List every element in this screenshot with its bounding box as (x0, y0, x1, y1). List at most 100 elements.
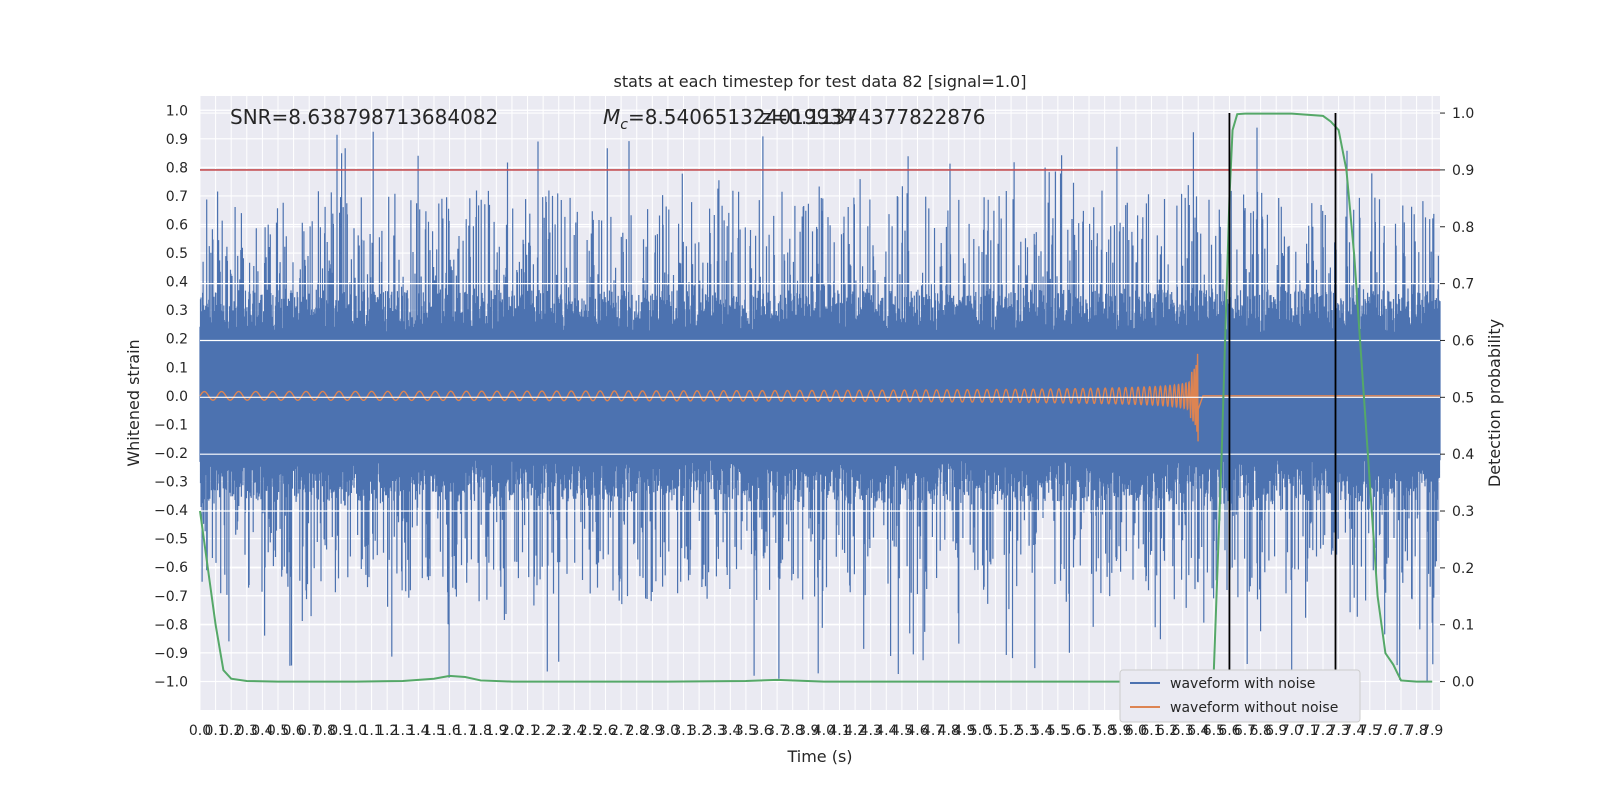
y-tick-label: 0.1 (166, 360, 188, 376)
x-tick-label: 5.5 (1047, 723, 1069, 739)
x-tick-label: 1.7 (454, 723, 476, 739)
series-waveform-with-noise (199, 127, 1441, 682)
x-tick-label: 2.1 (516, 723, 538, 739)
y-tick-label: −0.6 (154, 560, 188, 576)
y2-tick-label: 0.1 (1452, 618, 1474, 634)
x-tick-label: 4.0 (813, 723, 835, 739)
redshift-annotation: z=0.11374377822876 (761, 105, 985, 129)
x-tick-label: 2.5 (579, 723, 601, 739)
chirp-mass-annotation: Mc=8.540651324019934 (603, 105, 855, 133)
x-tick-label: 1.2 (376, 723, 398, 739)
x-tick-label: 1.8 (470, 723, 492, 739)
x-tick-label: 0.0 (189, 723, 211, 739)
x-tick-label: 7.4 (1343, 723, 1365, 739)
x-tick-label: 3.8 (782, 723, 804, 739)
x-tick-label: 2.8 (626, 723, 648, 739)
x-tick-label: 5.0 (969, 723, 991, 739)
x-tick-label: 6.8 (1249, 723, 1271, 739)
x-tick-label: 5.4 (1031, 723, 1053, 739)
x-tick-label: 3.6 (750, 723, 772, 739)
x-tick-label: 3.0 (657, 723, 679, 739)
x-tick-label: 6.4 (1187, 723, 1209, 739)
x-tick-label: 0.2 (220, 723, 242, 739)
y2-tick-label: 0.7 (1452, 277, 1474, 293)
y-tick-label: −0.3 (154, 475, 188, 491)
y-tick-label: 0.4 (166, 275, 188, 291)
x-tick-label: 6.6 (1218, 723, 1240, 739)
x-tick-label: 0.8 (314, 723, 336, 739)
y-tick-label: 0.6 (166, 218, 188, 234)
x-tick-label: 5.6 (1062, 723, 1084, 739)
y-tick-label: −0.8 (154, 617, 188, 633)
x-tick-label: 0.5 (267, 723, 289, 739)
legend: waveform with noise waveform without noi… (1119, 669, 1361, 723)
x-tick-label: 4.4 (875, 723, 897, 739)
x-tick-label: 2.2 (532, 723, 554, 739)
x-tick-label: 2.9 (641, 723, 663, 739)
x-tick-label: 4.3 (860, 723, 882, 739)
y2-tick-label: 0.4 (1452, 447, 1474, 463)
x-tick-label: 1.0 (345, 723, 367, 739)
x-tick-label: 3.2 (688, 723, 710, 739)
x-tick-label: 1.9 (485, 723, 507, 739)
x-tick-label: 0.9 (329, 723, 351, 739)
x-tick-labels: 0.00.10.20.30.40.50.60.70.80.91.01.11.21… (189, 723, 1443, 739)
x-tick-label: 5.3 (1016, 723, 1038, 739)
x-tick-label: 4.7 (922, 723, 944, 739)
y-tick-label: 0.0 (166, 389, 188, 405)
y-tick-label: −0.4 (154, 503, 188, 519)
y-tick-label: 1.0 (166, 103, 188, 119)
x-tick-label: 3.3 (704, 723, 726, 739)
x-tick-label: 4.9 (953, 723, 975, 739)
x-tick-label: 0.7 (298, 723, 320, 739)
x-tick-label: 1.5 (423, 723, 445, 739)
y-tick-label: 0.9 (166, 132, 188, 148)
x-tick-label: 7.3 (1327, 723, 1349, 739)
x-tick-label: 7.2 (1312, 723, 1334, 739)
x-tick-label: 3.1 (672, 723, 694, 739)
y2-tick-label: 0.8 (1452, 220, 1474, 236)
series-layer (199, 112, 1441, 683)
y-tick-label: 0.7 (166, 189, 188, 205)
y2-axis-label: Detection probability (1485, 319, 1504, 487)
x-tick-label: 2.7 (610, 723, 632, 739)
x-axis-label: Time (s) (786, 747, 852, 766)
x-tick-label: 2.6 (594, 723, 616, 739)
y2-tick-label: 0.5 (1452, 390, 1474, 406)
y-tick-label: 0.5 (166, 246, 188, 262)
x-tick-label: 3.7 (766, 723, 788, 739)
x-tick-label: 2.4 (563, 723, 585, 739)
x-tick-label: 6.5 (1203, 723, 1225, 739)
x-tick-label: 6.2 (1156, 723, 1178, 739)
x-tick-label: 4.2 (844, 723, 866, 739)
y-tick-label: −0.9 (154, 646, 188, 662)
x-tick-label: 3.4 (719, 723, 741, 739)
x-tick-label: 7.6 (1374, 723, 1396, 739)
y2-tick-label: 0.6 (1452, 333, 1474, 349)
x-tick-label: 6.0 (1125, 723, 1147, 739)
x-tick-label: 5.9 (1109, 723, 1131, 739)
x-tick-label: 7.1 (1296, 723, 1318, 739)
x-tick-label: 6.7 (1234, 723, 1256, 739)
x-tick-label: 7.9 (1421, 723, 1443, 739)
y2-tick-label: 0.9 (1452, 163, 1474, 179)
x-tick-label: 4.6 (906, 723, 928, 739)
y2-tick-label: 0.3 (1452, 504, 1474, 520)
x-tick-label: 1.1 (360, 723, 382, 739)
y2-tick-labels: 0.0 0.1 0.2 0.3 0.4 0.5 0.6 0.7 0.8 0.9 1.0 (1440, 106, 1474, 691)
x-tick-label: 5.7 (1078, 723, 1100, 739)
x-tick-label: 4.1 (828, 723, 850, 739)
y-axis-label: Whitened strain (124, 339, 143, 466)
snr-annotation: SNR=8.638798713684082 (230, 105, 498, 129)
x-tick-label: 4.5 (891, 723, 913, 739)
x-tick-label: 1.4 (407, 723, 429, 739)
y-tick-label: −0.1 (154, 417, 188, 433)
legend-label-noise: waveform with noise (1170, 676, 1315, 692)
x-tick-label: 0.4 (251, 723, 273, 739)
y-tick-label: −1.0 (154, 674, 188, 690)
y-tick-label: −0.2 (154, 446, 188, 462)
y-tick-label: 0.8 (166, 160, 188, 176)
x-tick-label: 4.8 (938, 723, 960, 739)
legend-box (1119, 669, 1361, 723)
x-tick-label: 6.3 (1172, 723, 1194, 739)
